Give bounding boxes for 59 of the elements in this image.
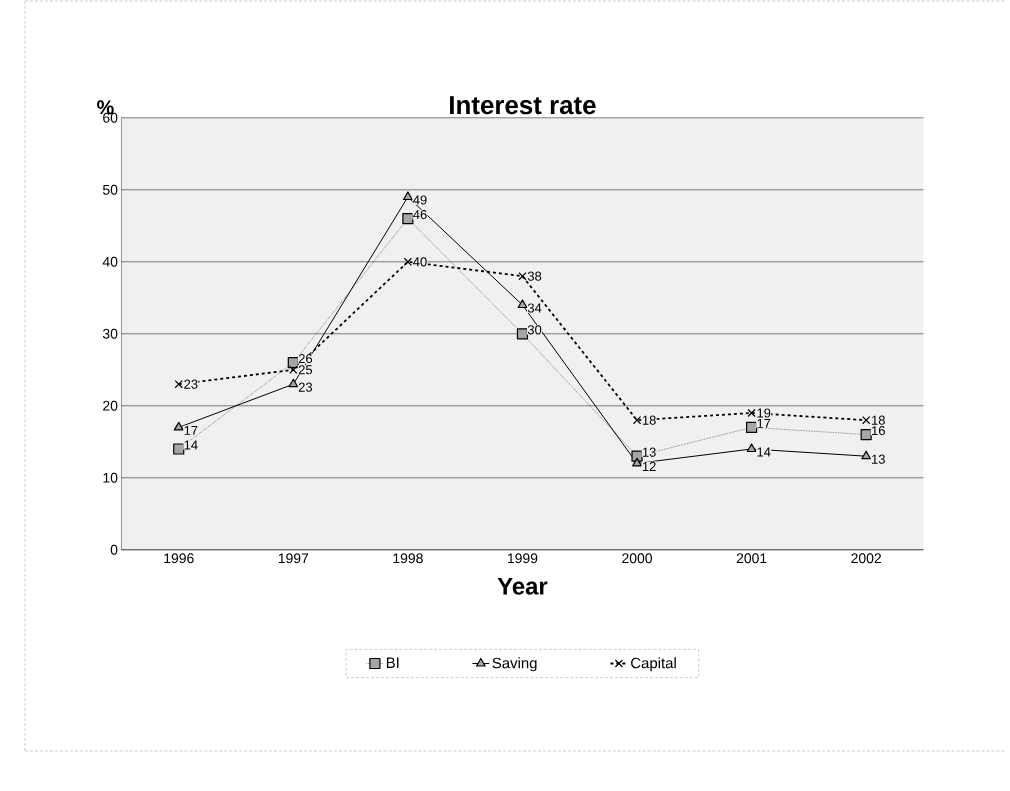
data-label: 13 bbox=[642, 447, 656, 457]
data-label: 14 bbox=[184, 440, 198, 450]
data-label: 19 bbox=[757, 408, 771, 418]
x-tick-label: 1997 bbox=[278, 553, 309, 564]
point bbox=[403, 257, 413, 266]
point bbox=[173, 443, 185, 455]
point bbox=[173, 421, 184, 431]
y-tick-label: 0 bbox=[110, 544, 118, 555]
data-label: 14 bbox=[757, 447, 771, 457]
y-tick-label: 10 bbox=[103, 472, 118, 483]
x-tick-label: 1998 bbox=[393, 553, 423, 564]
legend-label: Capital bbox=[631, 657, 676, 672]
point bbox=[517, 299, 528, 309]
point bbox=[746, 421, 758, 433]
data-label: 16 bbox=[872, 426, 885, 436]
y-tick-label: 50 bbox=[102, 184, 118, 195]
data-label: 18 bbox=[872, 415, 885, 425]
point bbox=[402, 212, 414, 225]
y-tick-label: 30 bbox=[102, 328, 118, 339]
data-label: 25 bbox=[298, 365, 313, 375]
point bbox=[516, 328, 529, 340]
point bbox=[632, 457, 642, 467]
chart-title: Interest rate bbox=[450, 96, 596, 115]
data-label: 23 bbox=[298, 382, 313, 392]
data-label: 17 bbox=[184, 425, 198, 435]
point bbox=[174, 380, 183, 389]
point bbox=[860, 428, 872, 441]
x-tick-label: 1996 bbox=[164, 553, 194, 564]
data-label: 17 bbox=[757, 418, 771, 428]
point bbox=[861, 450, 872, 460]
data-label: 30 bbox=[527, 325, 542, 335]
data-label: 12 bbox=[642, 461, 656, 471]
x-tick-label: 2000 bbox=[622, 553, 652, 564]
point bbox=[632, 416, 642, 425]
x-tick-label: 1999 bbox=[508, 553, 538, 564]
point bbox=[631, 450, 643, 462]
point bbox=[518, 272, 527, 281]
x-tick-label: 2002 bbox=[851, 553, 881, 564]
point bbox=[746, 443, 757, 453]
data-label: 13 bbox=[872, 454, 885, 464]
y-tick-label: 20 bbox=[103, 400, 118, 411]
data-label: 34 bbox=[527, 303, 542, 313]
data-label: 26 bbox=[298, 354, 313, 364]
data-label: 49 bbox=[413, 195, 427, 205]
data-label: 46 bbox=[413, 210, 427, 220]
x-axis-title: Year bbox=[497, 578, 548, 595]
point bbox=[862, 416, 871, 425]
data-label: 18 bbox=[642, 415, 656, 425]
point bbox=[288, 378, 299, 388]
point bbox=[402, 191, 413, 201]
data-label: 40 bbox=[413, 257, 427, 267]
point bbox=[289, 365, 298, 374]
point bbox=[747, 408, 756, 418]
data-label: 38 bbox=[527, 271, 542, 281]
y-tick-label: 40 bbox=[102, 256, 118, 267]
data-label: 23 bbox=[184, 379, 198, 389]
legend-label: BI bbox=[386, 657, 399, 668]
legend-label: Saving bbox=[492, 657, 537, 672]
x-tick-label: 2001 bbox=[736, 553, 767, 564]
